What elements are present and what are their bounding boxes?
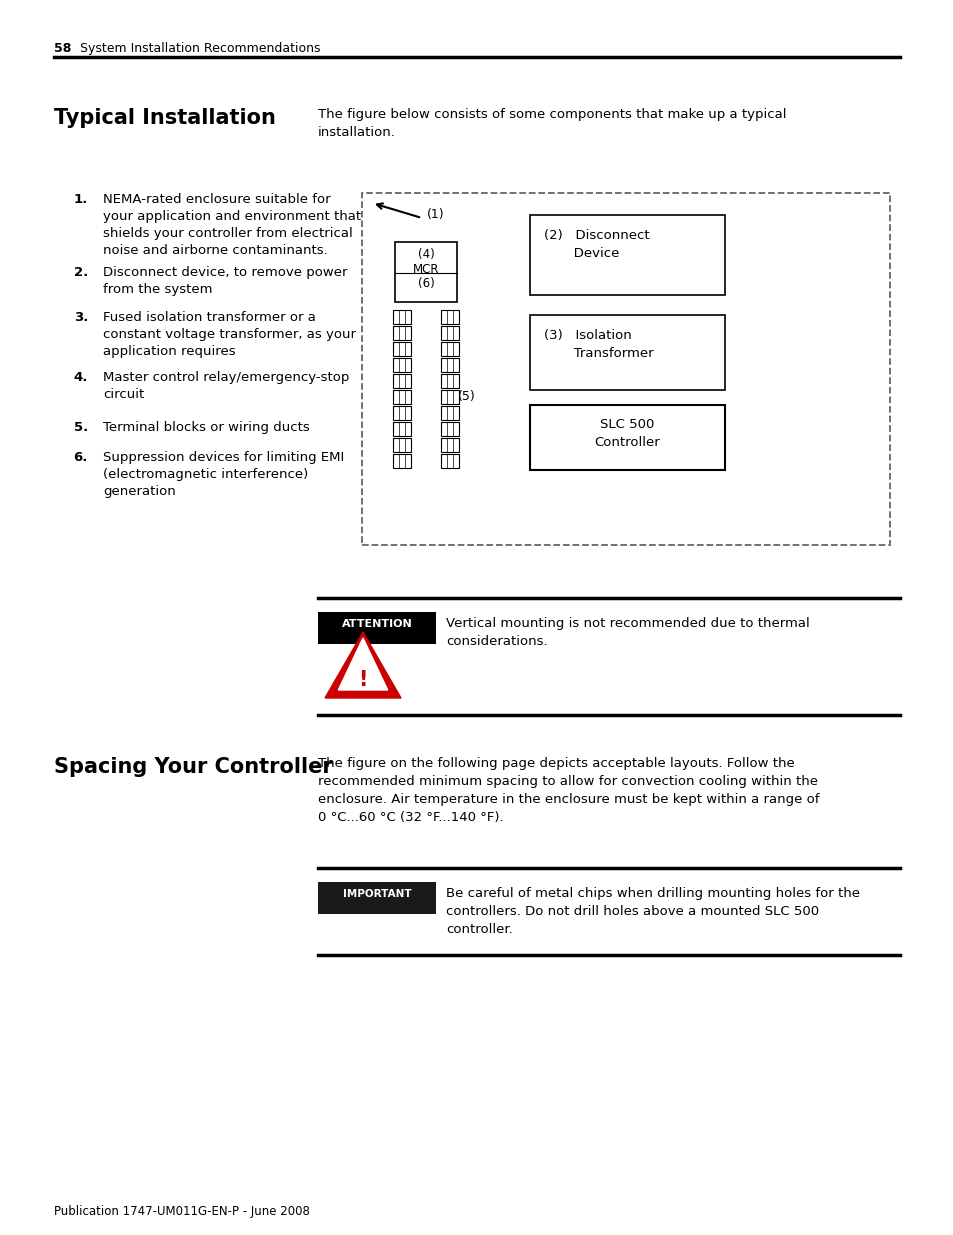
Text: 1.: 1. xyxy=(73,193,88,206)
Bar xyxy=(393,422,411,436)
Bar xyxy=(440,342,458,356)
Bar xyxy=(395,242,456,303)
Text: SLC 500
Controller: SLC 500 Controller xyxy=(594,417,659,450)
Text: 5.: 5. xyxy=(73,421,88,433)
Bar xyxy=(440,438,458,452)
Bar xyxy=(440,422,458,436)
Text: Publication 1747-UM011G-EN-P - June 2008: Publication 1747-UM011G-EN-P - June 2008 xyxy=(54,1205,310,1218)
Bar xyxy=(393,310,411,324)
Bar xyxy=(317,613,436,643)
Text: 3.: 3. xyxy=(73,311,88,324)
Text: Be careful of metal chips when drilling mounting holes for the
controllers. Do n: Be careful of metal chips when drilling … xyxy=(446,887,859,936)
Text: NEMA-rated enclosure suitable for
your application and environment that
shields : NEMA-rated enclosure suitable for your a… xyxy=(103,193,361,257)
Text: 6.: 6. xyxy=(73,451,88,464)
Text: Master control relay/emergency-stop
circuit: Master control relay/emergency-stop circ… xyxy=(103,370,349,401)
Text: (3)   Isolation
       Transformer: (3) Isolation Transformer xyxy=(543,329,653,359)
Bar xyxy=(393,374,411,388)
Bar xyxy=(440,454,458,468)
Bar xyxy=(393,406,411,420)
Text: 2.: 2. xyxy=(73,266,88,279)
Bar xyxy=(440,374,458,388)
Text: System Installation Recommendations: System Installation Recommendations xyxy=(80,42,320,56)
Bar xyxy=(440,406,458,420)
Bar xyxy=(440,358,458,372)
Text: (5): (5) xyxy=(457,390,476,403)
Bar xyxy=(393,454,411,468)
Text: 58: 58 xyxy=(54,42,71,56)
Text: Fused isolation transformer or a
constant voltage transformer, as your
applicati: Fused isolation transformer or a constan… xyxy=(103,311,355,358)
Text: The figure below consists of some components that make up a typical
installation: The figure below consists of some compon… xyxy=(317,107,785,140)
Text: IMPORTANT: IMPORTANT xyxy=(342,889,411,899)
Text: Vertical mounting is not recommended due to thermal
considerations.: Vertical mounting is not recommended due… xyxy=(446,618,809,648)
Bar xyxy=(393,342,411,356)
Text: (4)
MCR: (4) MCR xyxy=(413,248,438,275)
Text: Terminal blocks or wiring ducts: Terminal blocks or wiring ducts xyxy=(103,421,310,433)
Bar xyxy=(530,215,724,295)
Bar xyxy=(393,358,411,372)
Text: ATTENTION: ATTENTION xyxy=(341,619,412,629)
Text: Suppression devices for limiting EMI
(electromagnetic interference)
generation: Suppression devices for limiting EMI (el… xyxy=(103,451,344,498)
Bar xyxy=(440,326,458,340)
Polygon shape xyxy=(338,638,387,690)
Text: Typical Installation: Typical Installation xyxy=(54,107,275,128)
Text: The figure on the following page depicts acceptable layouts. Follow the
recommen: The figure on the following page depicts… xyxy=(317,757,819,824)
Bar xyxy=(393,438,411,452)
Text: (6): (6) xyxy=(417,277,434,290)
Bar xyxy=(317,882,436,914)
Bar xyxy=(440,310,458,324)
Bar xyxy=(361,193,889,545)
Bar xyxy=(393,390,411,404)
Text: (1): (1) xyxy=(427,207,444,221)
Bar xyxy=(530,405,724,471)
Text: (2)   Disconnect
       Device: (2) Disconnect Device xyxy=(543,228,649,261)
Text: Disconnect device, to remove power
from the system: Disconnect device, to remove power from … xyxy=(103,266,347,296)
Text: !: ! xyxy=(358,671,367,690)
Bar xyxy=(393,326,411,340)
Text: 4.: 4. xyxy=(73,370,88,384)
Polygon shape xyxy=(325,632,400,698)
Bar xyxy=(530,315,724,390)
Text: Spacing Your Controller: Spacing Your Controller xyxy=(54,757,333,777)
Bar xyxy=(440,390,458,404)
